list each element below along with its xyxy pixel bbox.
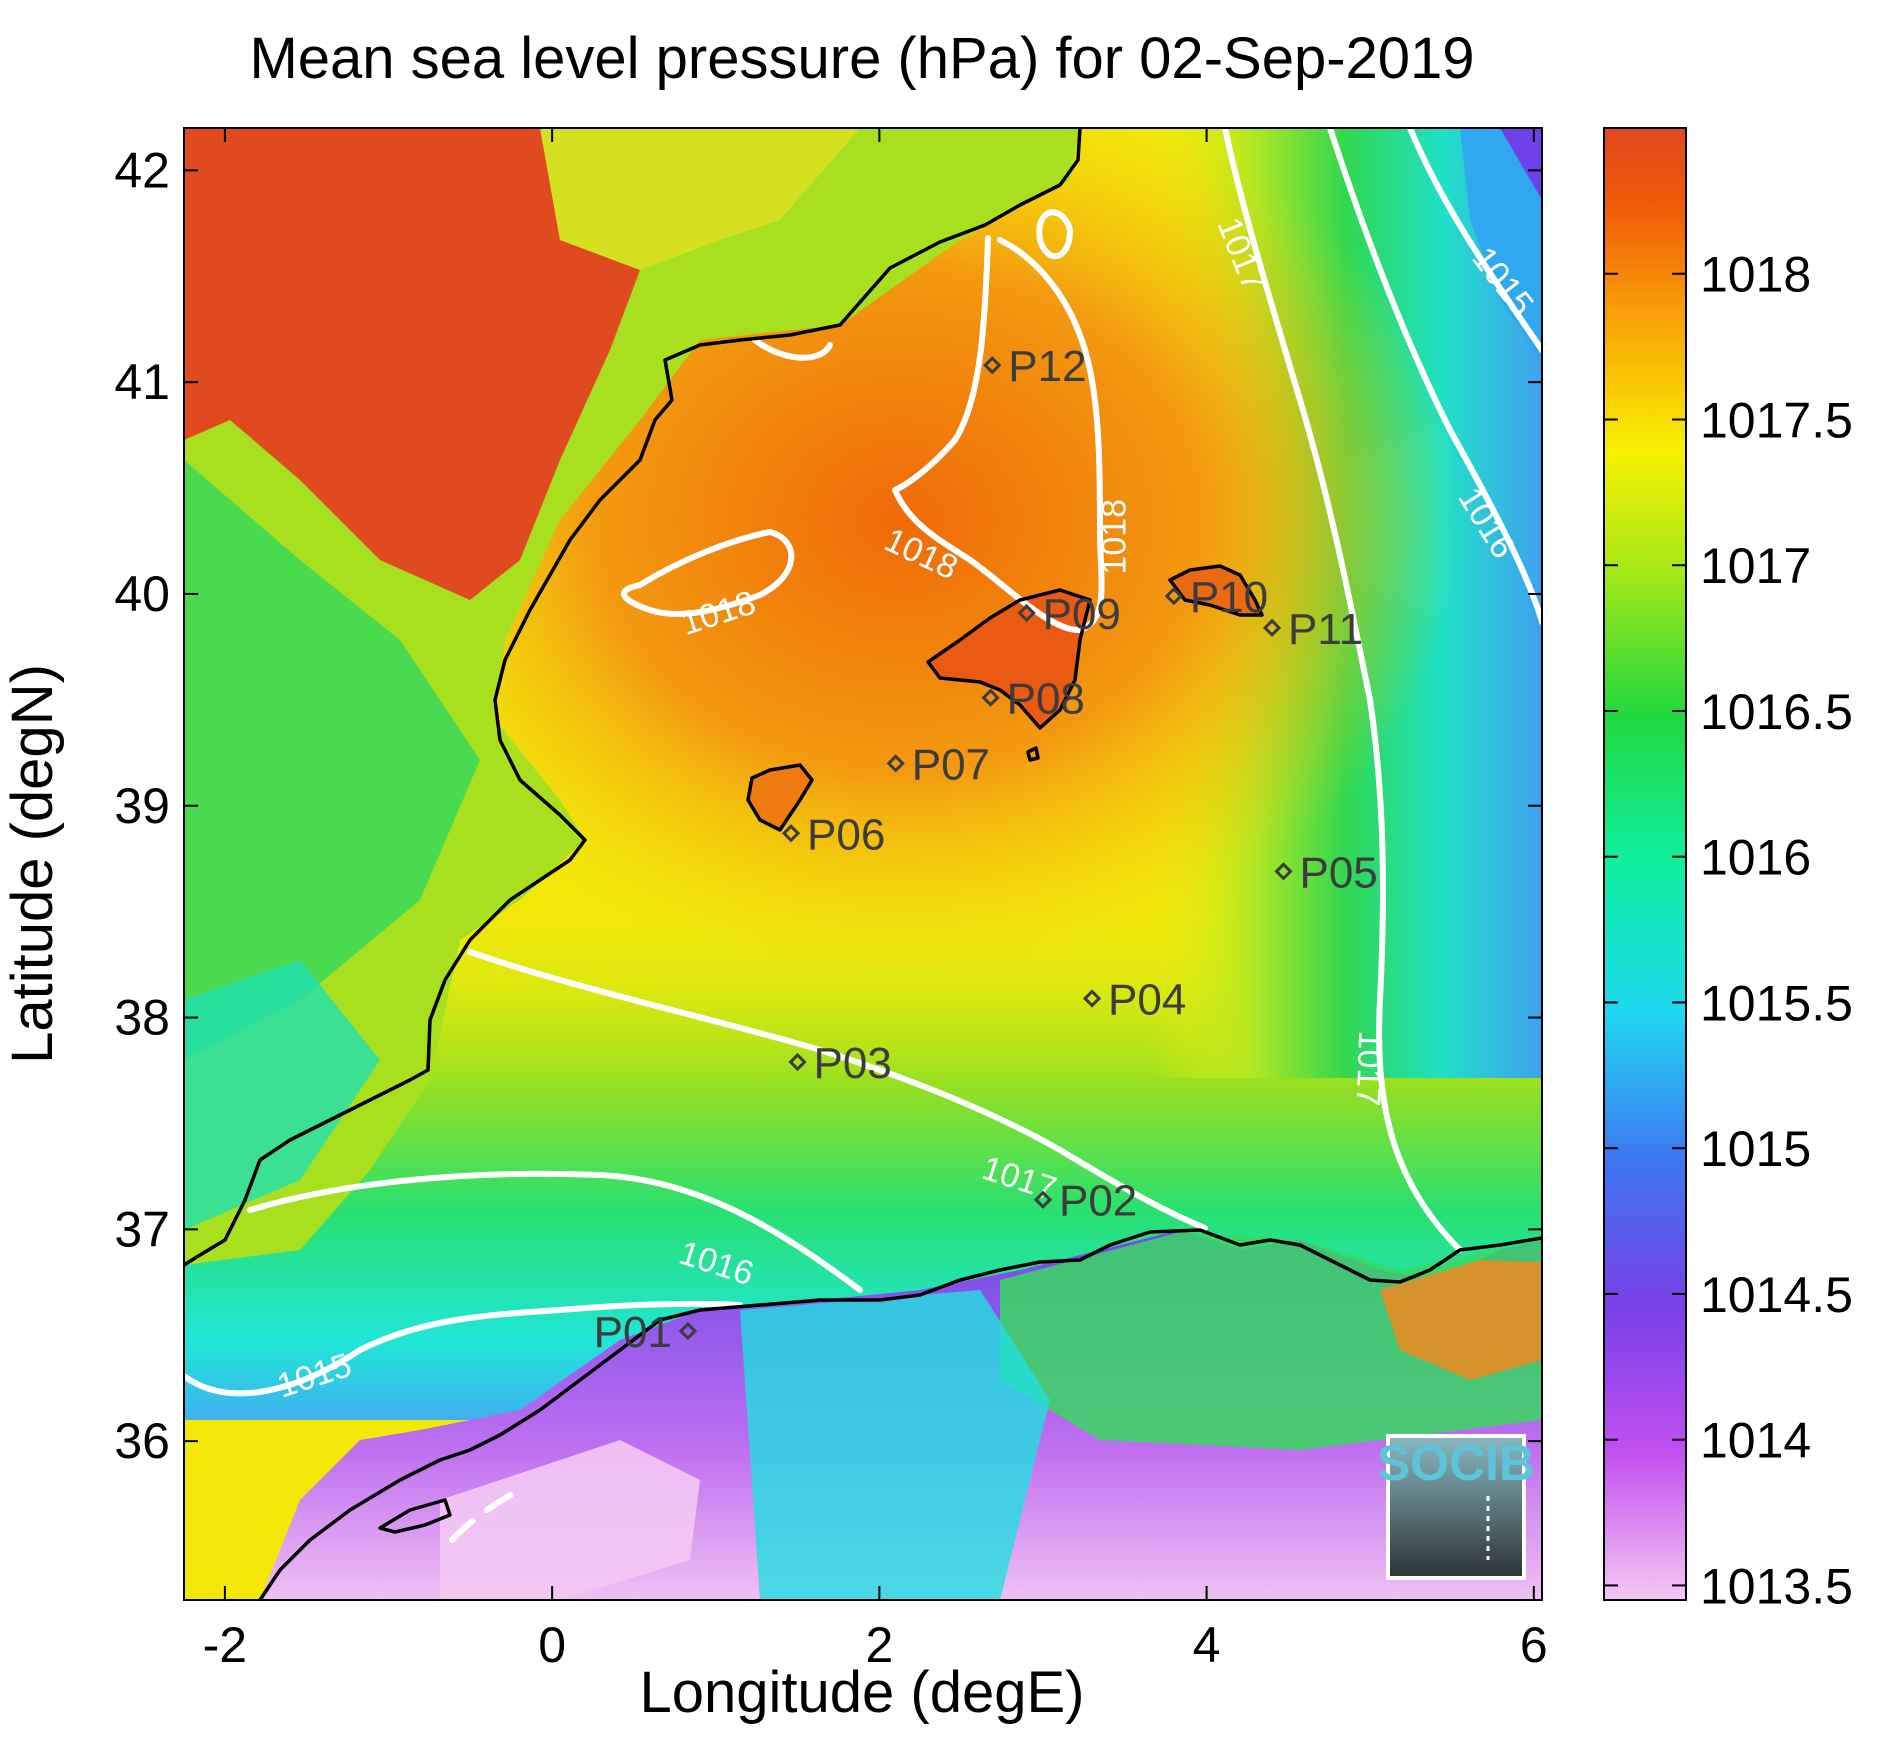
y-tick-label: 42 [114, 142, 170, 198]
africa-east-orange [1380, 1260, 1542, 1380]
y-tick-label: 39 [114, 778, 170, 834]
contour-1018-loop-west [621, 528, 795, 618]
station-label: P04 [1108, 975, 1186, 1024]
station-label: P12 [1008, 342, 1086, 391]
station-marker [1017, 603, 1036, 623]
contour-1016-east [1327, 128, 1542, 625]
colorbar-tick-label: 1014.5 [1700, 1267, 1853, 1323]
iberia-orange-edge [540, 128, 860, 270]
station-marker [886, 754, 905, 773]
coast-iberia [184, 128, 1082, 1267]
colorbar-tick-label: 1016 [1700, 830, 1811, 886]
coast-cabrera [1026, 746, 1040, 762]
colorbar-gradient [1603, 127, 1687, 1601]
colorbar-tick-label: 1013.5 [1700, 1558, 1853, 1614]
coast-ibiza [746, 763, 814, 832]
colorbar-tick-label: 1018 [1700, 247, 1811, 303]
x-axis-title: Longitude (degE) [640, 1660, 1085, 1725]
contour-lines [184, 128, 1542, 1543]
y-tick-label: 37 [114, 1201, 170, 1257]
station-label: P02 [1059, 1177, 1137, 1226]
station-marker [781, 824, 801, 843]
contour-1016-south [247, 1170, 863, 1293]
contour-label: 1018 [1096, 499, 1134, 575]
iberia-high-pressure [184, 128, 640, 600]
contour-1018-ne-iberia [752, 337, 833, 361]
coast-menorca [1168, 564, 1264, 617]
station-marker [678, 1321, 698, 1341]
colorbar-tick-label: 1014 [1700, 1413, 1811, 1469]
contour-label: 1017 [1349, 1030, 1390, 1107]
figure-title: Mean sea level pressure (hPa) for 02-Sep… [249, 26, 1474, 91]
logo-frame [1386, 1434, 1526, 1580]
x-tick-label: 0 [538, 1617, 566, 1673]
colorbar-tick-label: 1015 [1700, 1121, 1811, 1177]
station-marker [983, 356, 1002, 375]
contour-1015-africa-edge [449, 1487, 523, 1543]
station-marker [1082, 989, 1102, 1008]
coast-alboran [378, 1498, 452, 1534]
station-label: P10 [1190, 573, 1268, 622]
x-axis-ticks: -2 0 2 4 6 [203, 128, 1548, 1673]
contour-1018-islet [1036, 209, 1074, 260]
ne-corner-low [1460, 128, 1542, 360]
socib-logo: SOCIB [1377, 1434, 1535, 1580]
x-tick-label: 4 [1193, 1617, 1221, 1673]
stations: P01 P02 P03 P04 P05 P06 P07 P08 P09 P10 P11 P12 [594, 342, 1378, 1357]
colorbar-tick-label: 1015.5 [1700, 975, 1853, 1031]
menorca [1170, 566, 1262, 615]
colorbar-ticks: 1018 1017.5 1017 1016.5 1016 1015.5 1015 1014.5… [1604, 247, 1853, 1614]
station-marker [981, 688, 1000, 707]
colorbar-tick-label: 1016.5 [1700, 684, 1853, 740]
y-tick-label: 40 [114, 566, 170, 622]
logo-text: SOCIB [1377, 1435, 1535, 1491]
station-label: P09 [1043, 590, 1121, 639]
africa-pink [440, 1440, 700, 1600]
station-marker [1274, 862, 1293, 881]
colorbar-tick-label: 1017 [1700, 538, 1811, 594]
contour-1015-south [184, 1300, 743, 1397]
coastlines [184, 128, 1542, 1600]
iberia-green-patches [184, 460, 480, 1060]
station-marker [1033, 1190, 1053, 1209]
coast-africa [258, 1228, 1542, 1600]
station-label: P01 [594, 1308, 672, 1357]
station-label: P11 [1288, 605, 1363, 654]
pressure-field [184, 128, 1542, 1600]
contour-1017-south [467, 949, 1208, 1231]
africa-mid-cyan [740, 1290, 1050, 1600]
mallorca [928, 590, 1090, 728]
x-tick-label: -2 [203, 1617, 247, 1673]
plot-frame [183, 127, 1543, 1601]
contour-1017-north [1222, 128, 1463, 1253]
ibiza [748, 765, 812, 830]
y-axis-title: Latitude (degN) [0, 664, 65, 1064]
ne-corner-violet [1500, 128, 1542, 200]
station-marker [788, 1052, 807, 1072]
station-label: P05 [1299, 848, 1377, 897]
y-axis-ticks: 42 41 40 39 38 37 36 [114, 142, 1542, 1469]
colorbar: 1018 1017.5 1017 1016.5 1016 1015.5 1015 1014.5… [1603, 127, 1853, 1614]
x-tick-label: 6 [1520, 1617, 1548, 1673]
station-marker [1164, 586, 1183, 606]
y-tick-label: 36 [114, 1413, 170, 1469]
station-label: P07 [912, 740, 990, 789]
iberia-south-cyan [184, 960, 380, 1230]
station-label: P03 [814, 1039, 892, 1088]
coast-mallorca [926, 588, 1092, 730]
colorbar-tick-label: 1017.5 [1700, 392, 1853, 448]
y-tick-label: 38 [114, 990, 170, 1046]
y-tick-label: 41 [114, 354, 170, 410]
contour-1015-east [1407, 128, 1542, 353]
station-label: P08 [1007, 675, 1085, 724]
station-marker [1262, 618, 1282, 637]
contour-1018-north-loop [892, 235, 1105, 633]
x-tick-label: 2 [865, 1617, 893, 1673]
station-label: P06 [807, 810, 885, 859]
